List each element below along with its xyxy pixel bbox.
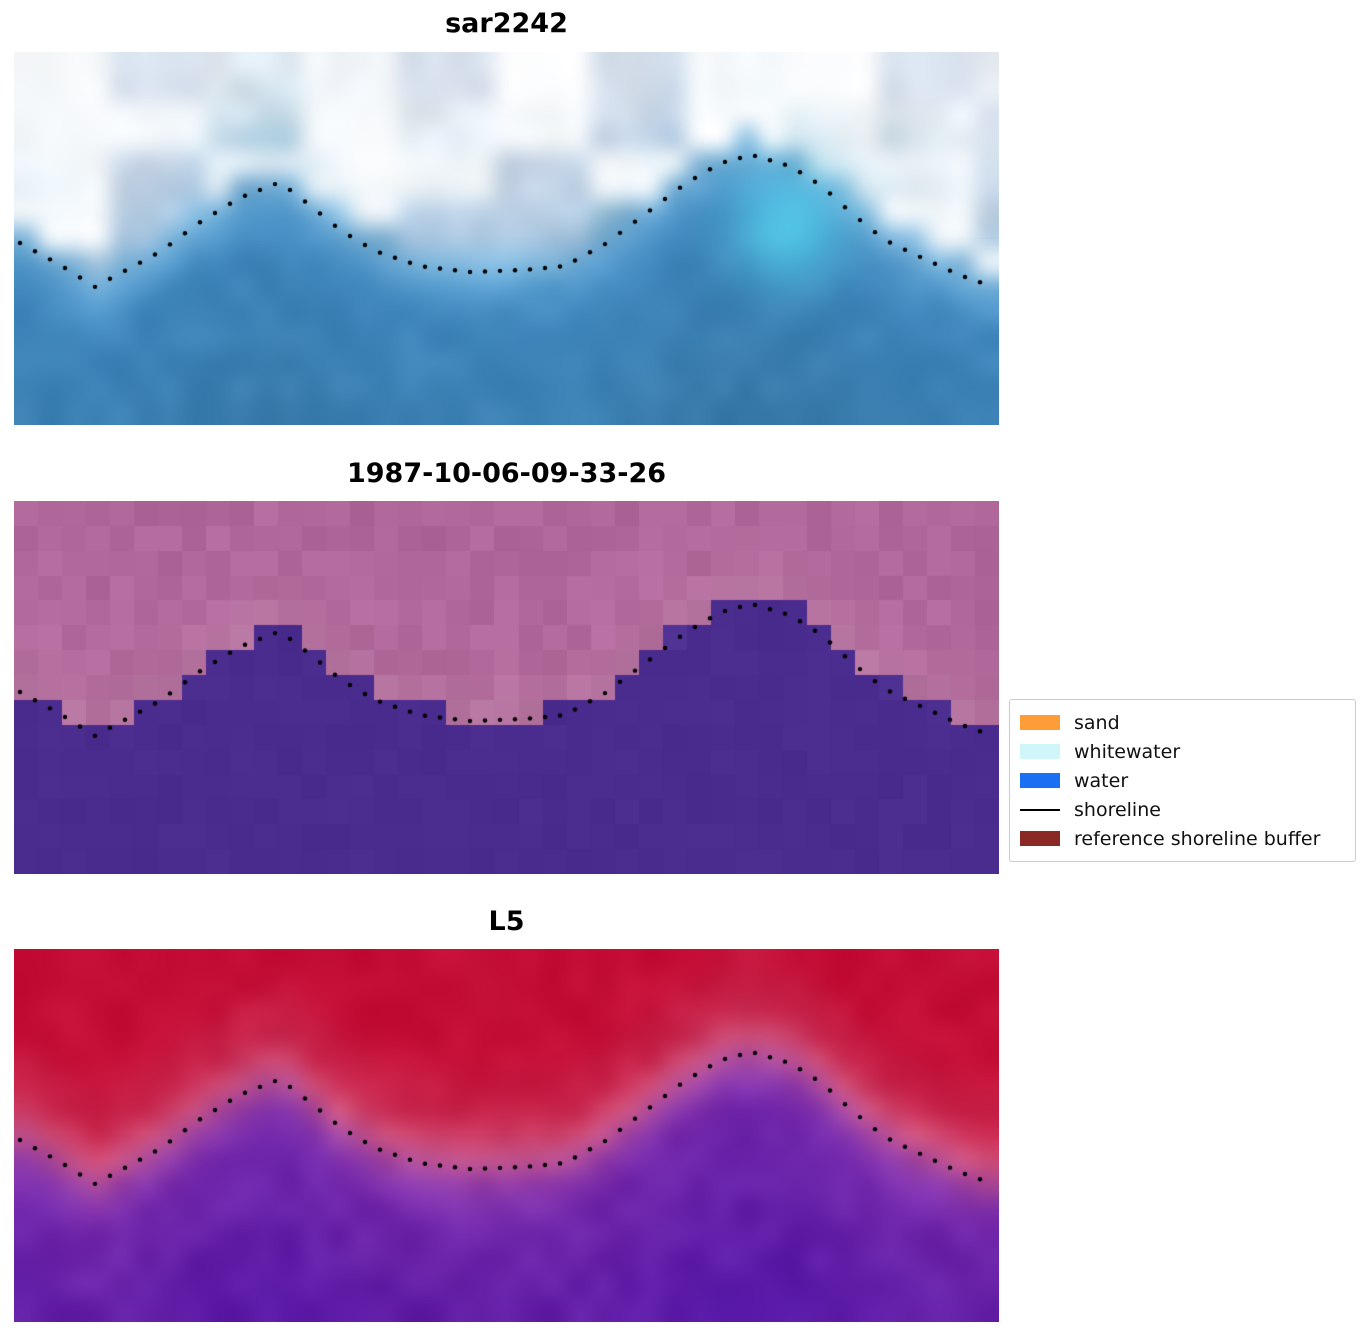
sar-image-panel [14,52,999,425]
whitewater-swatch [1020,744,1060,759]
classified-image-panel [14,501,999,874]
legend-label-sand: sand [1074,711,1120,734]
reference-buffer-swatch [1020,831,1060,846]
panel-title-classified-date: 1987-10-06-09-33-26 [346,458,667,489]
legend-item-whitewater: whitewater [1020,737,1345,766]
l5-image-panel [14,949,999,1322]
sand-swatch [1020,715,1060,730]
legend-item-shoreline: shoreline [1020,795,1345,824]
legend-item-reference-buffer: reference shoreline buffer [1020,824,1345,853]
legend-label-water: water [1074,769,1129,792]
legend-label-reference-buffer: reference shoreline buffer [1074,827,1321,850]
water-swatch [1020,773,1060,788]
legend-label-whitewater: whitewater [1074,740,1181,763]
shoreline-line-swatch [1020,808,1060,811]
legend-item-water: water [1020,766,1345,795]
legend: sand whitewater water shoreline referenc… [1009,699,1356,862]
legend-item-sand: sand [1020,708,1345,737]
panel-title-sar2242: sar2242 [445,8,568,39]
panel-title-l5: L5 [488,906,525,937]
legend-label-shoreline: shoreline [1074,798,1161,821]
